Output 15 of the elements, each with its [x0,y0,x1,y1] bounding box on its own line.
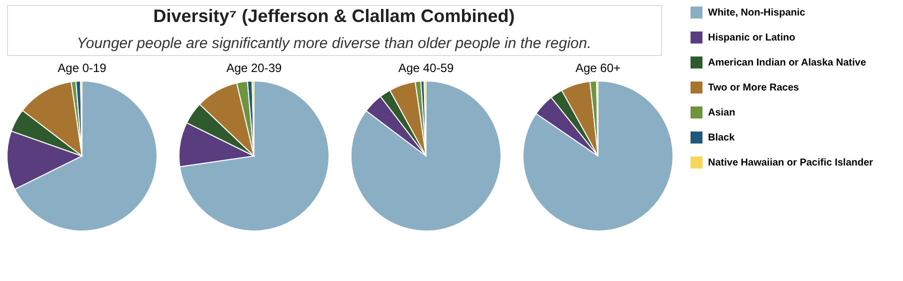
legend-label: Hispanic or Latino [708,32,796,44]
pie-slice [179,80,330,232]
legend-label: Black [708,132,736,144]
text: Age 0-19 [58,61,107,75]
text: Diversity⁷ (Jefferson & Clallam Combined) [153,6,515,26]
legend-label: Native Hawaiian or Pacific Islander [708,158,874,168]
legend-label: White, Non-Hispanic [708,8,806,18]
chart-title: Age 60+ [575,61,621,75]
legend-label: American Indian or Alaska Native [708,58,866,68]
chart-title: Age 40-59 [398,61,454,75]
legend-label: Asian [708,108,736,118]
text: Younger people are significantly more diverse than older people in the region. [76,35,592,52]
pie-slice [350,80,502,232]
chart-title: Age 20-39 [226,61,282,75]
legend-label: Two or More Races [708,82,800,94]
